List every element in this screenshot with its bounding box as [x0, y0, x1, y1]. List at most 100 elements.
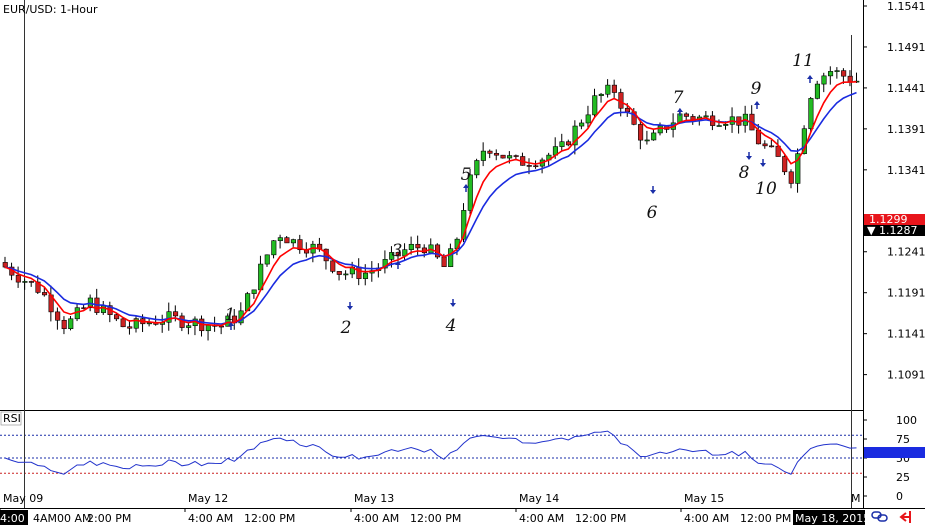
- candle-body: [605, 84, 611, 95]
- candle-body: [146, 322, 152, 325]
- candle-body: [644, 139, 650, 142]
- candle-body: [461, 210, 467, 240]
- candle-body: [769, 145, 775, 148]
- candle-body: [703, 115, 709, 118]
- arrow-up-icon: [395, 261, 401, 269]
- time-axis-label: 4AM00 AM: [33, 512, 92, 525]
- candle-body: [120, 318, 126, 328]
- date-axis: May 09 May 12 May 13 May 14 May 15: [0, 492, 724, 512]
- candle-body: [41, 292, 48, 296]
- time-label-box: [0, 510, 28, 525]
- bid-price-box: [864, 214, 925, 225]
- fast-ma-line: [4, 81, 857, 327]
- rsi-line: [4, 430, 857, 475]
- arrow-up-icon: [463, 184, 469, 192]
- price-tick-label: 1.1241: [887, 246, 925, 259]
- candle-body: [186, 325, 192, 328]
- candle-body: [166, 311, 172, 323]
- moving-averages: [4, 81, 857, 327]
- candle-body: [408, 243, 414, 250]
- annotation-label: 3: [392, 241, 403, 261]
- candle-body: [526, 165, 532, 167]
- rsi-tick-label: 25: [896, 471, 910, 484]
- rsi-tick-label: 75: [896, 433, 910, 446]
- candle-body: [821, 75, 827, 85]
- arrow-down-icon: [760, 159, 766, 167]
- time-axis-label: 12:00 PM: [575, 512, 626, 525]
- rsi-label: RSI: [3, 412, 21, 425]
- time-axis-label: 12:00 PM: [740, 512, 791, 525]
- candle-body: [762, 143, 768, 147]
- time-axis-label: 4:00 AM: [188, 512, 233, 525]
- scroll-to-end-icon[interactable]: [899, 511, 911, 523]
- annotation-label: 6: [647, 203, 658, 223]
- date-axis-label: May 13: [354, 492, 394, 505]
- candle-body: [297, 239, 303, 251]
- candle-body: [611, 84, 617, 93]
- candle-body: [382, 259, 388, 269]
- chart-title: EUR/USD: 1-Hour: [3, 3, 98, 16]
- candle-body: [474, 160, 480, 176]
- candle-body: [100, 305, 107, 313]
- candle-body: [624, 107, 631, 113]
- annotation-label: 4: [445, 316, 457, 336]
- candle-body: [507, 155, 513, 159]
- bid-price-label: 1.1299: [869, 213, 908, 226]
- candle-body: [448, 248, 454, 268]
- candle-body: [657, 125, 663, 134]
- candle-body: [579, 122, 585, 127]
- candle-body: [133, 318, 139, 329]
- candle-body: [683, 113, 690, 117]
- arrow-up-icon: [807, 75, 813, 83]
- candle-body: [716, 125, 722, 127]
- candle-body: [362, 272, 369, 279]
- date-axis-label: May 14: [519, 492, 559, 505]
- candle-body: [723, 124, 729, 126]
- time-axis-label: May 18, 2015: [795, 512, 870, 525]
- annotation-label: 8: [739, 163, 750, 183]
- candle-body: [415, 243, 421, 249]
- price-tick-label: 1.1191: [887, 287, 925, 300]
- price-tick-label: 1.1441: [887, 82, 925, 95]
- candle-body: [251, 289, 257, 294]
- rsi-tick-label: 0: [896, 490, 903, 503]
- candle-body: [22, 281, 28, 283]
- annotation-label: 5: [461, 165, 472, 185]
- arrow-up-icon: [677, 108, 683, 116]
- rsi-value-box: [864, 447, 925, 458]
- candle-body: [480, 150, 486, 161]
- candle-body: [114, 314, 120, 320]
- candle-body: [343, 273, 349, 276]
- time-axis-label: 4:00 AM: [519, 512, 564, 525]
- candle-body: [847, 75, 853, 83]
- time-axis-label: 4:00 AM: [354, 512, 399, 525]
- time-axis-label: 12:00 PM: [410, 512, 461, 525]
- end-marker-label: M: [851, 492, 861, 505]
- candle-body: [284, 237, 290, 244]
- candle-body: [565, 141, 572, 146]
- price-axis: 1.1541 1.1491 1.1441 1.1391 1.1341 1.1241 1.11…: [863, 0, 925, 382]
- price-tick-label: 1.1541: [887, 0, 925, 13]
- link-icon[interactable]: [871, 511, 888, 522]
- candle-body: [441, 256, 447, 268]
- price-tick-label: 1.1141: [887, 328, 925, 341]
- candle-body: [127, 326, 133, 329]
- candle-body: [841, 70, 847, 77]
- annotation-label: 10: [755, 179, 777, 199]
- annotation-label: 1: [225, 305, 236, 325]
- candle-body: [15, 274, 21, 283]
- candle-body: [264, 254, 270, 265]
- candle-body: [336, 271, 342, 275]
- candle-body: [638, 124, 644, 141]
- date-axis-label: May 12: [188, 492, 228, 505]
- candle-body: [585, 114, 591, 124]
- ask-price-box: [864, 225, 925, 236]
- candle-body: [205, 325, 211, 332]
- arrow-down-icon: [746, 152, 752, 160]
- candle-body: [814, 83, 821, 99]
- price-tick-label: 1.1091: [887, 369, 925, 382]
- time-axis-label: 12:00 PM: [244, 512, 295, 525]
- candle-body: [173, 311, 179, 317]
